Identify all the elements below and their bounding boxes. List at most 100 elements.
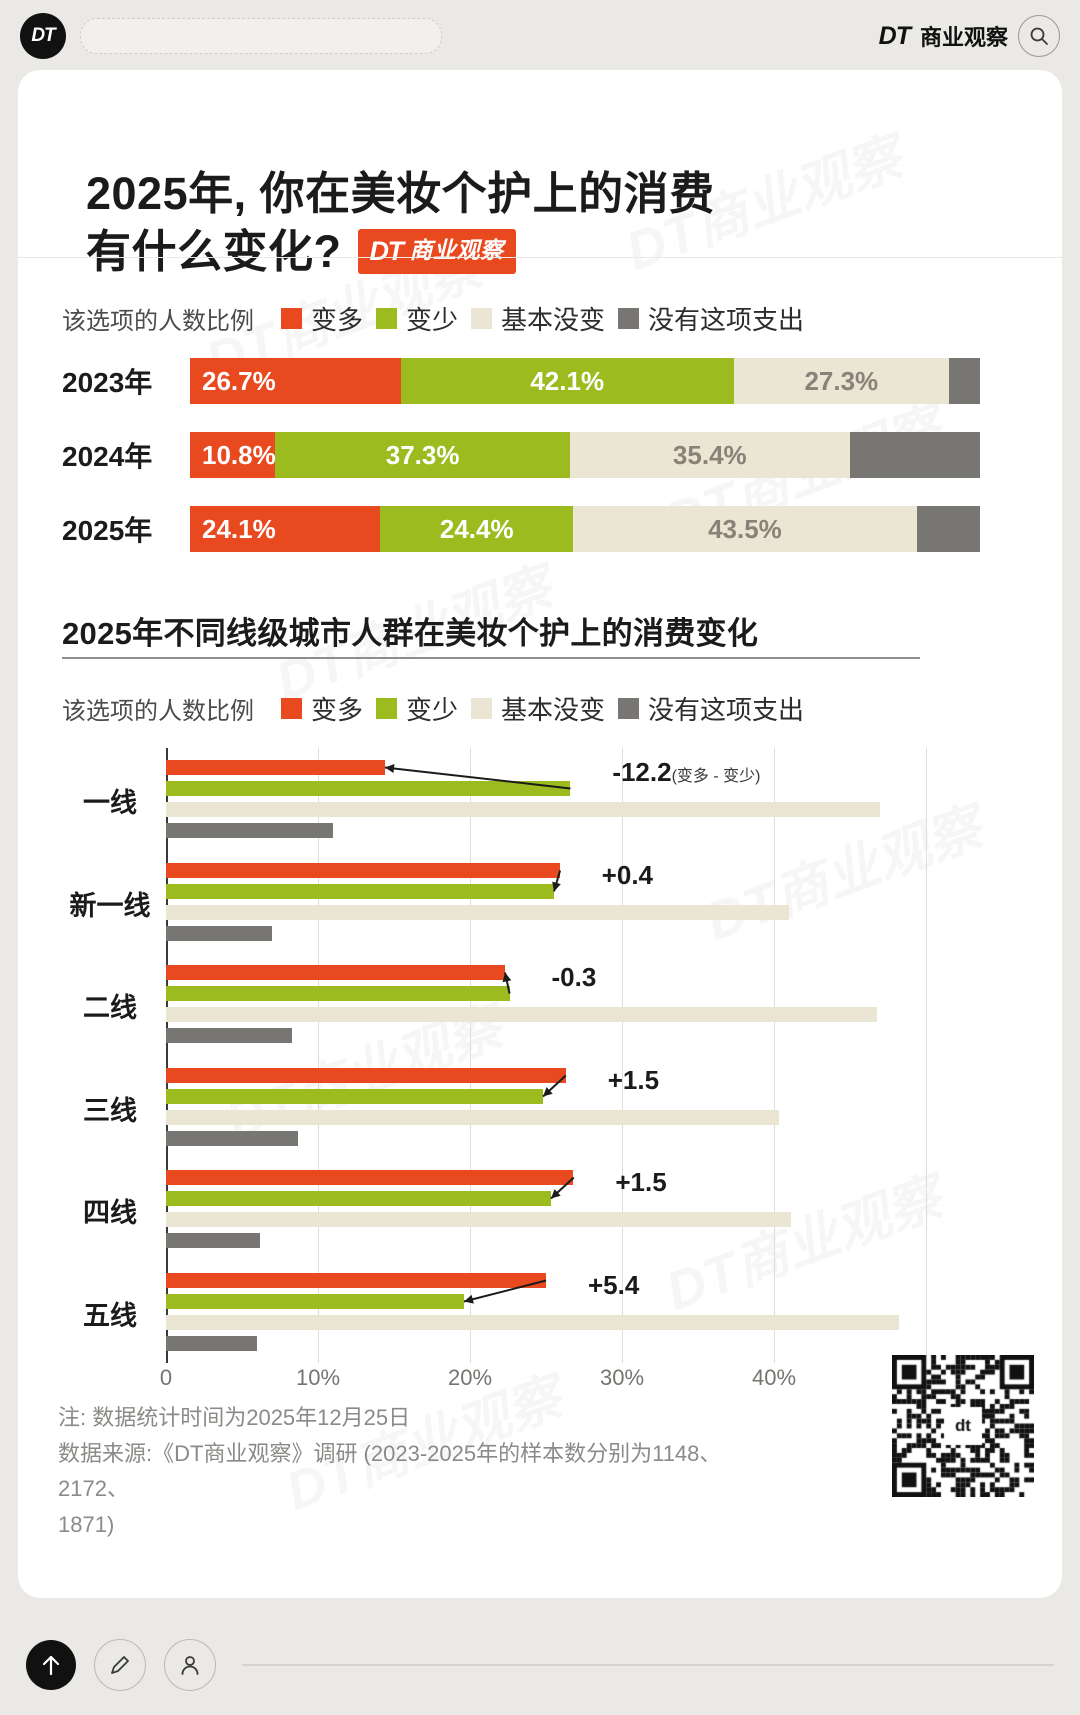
legend-label: 基本没变 [501, 695, 606, 725]
bar-3[interactable] [166, 1130, 299, 1146]
gridline [470, 748, 471, 1363]
x-tick-label: 10% [295, 1365, 341, 1390]
footnote-line-2: 数据来源:《DT商业观察》调研 (2023-2025年的样本数分别为1148、2… [58, 1440, 722, 1502]
bar-3[interactable] [166, 1233, 261, 1249]
legend-item-2[interactable]: 基本没变 [471, 690, 605, 727]
legend-item-2[interactable]: 基本没变 [471, 300, 605, 337]
bar-0[interactable] [166, 1170, 574, 1186]
bottom-progress-line[interactable] [242, 1664, 1054, 1666]
person-icon [181, 1656, 199, 1675]
bar-group [166, 1272, 926, 1351]
bar-2[interactable] [166, 1109, 779, 1125]
stacked-segment-1[interactable]: 37.3% [275, 432, 570, 478]
bar-group [166, 862, 926, 941]
bar-group [166, 1067, 926, 1146]
bar-group [166, 965, 926, 1044]
bar-0[interactable] [166, 1272, 546, 1288]
diff-value: +1.5 [615, 1167, 667, 1198]
app-bar: DT DT 商业观察 [0, 0, 1080, 72]
bar-3[interactable] [166, 1335, 258, 1351]
stacked-segment-0[interactable]: 10.8% [190, 432, 276, 478]
scroll-up-button[interactable] [26, 1640, 76, 1690]
category-label: 四线 [83, 1198, 137, 1229]
x-tick-label: 20% [447, 1365, 493, 1390]
legend-item-1[interactable]: 变少 [376, 300, 458, 337]
stacked-segment-0[interactable]: 24.1% [190, 506, 381, 552]
address-bar[interactable] [80, 18, 442, 54]
bar-3[interactable] [166, 1028, 293, 1044]
legend-label: 没有这项支出 [648, 305, 805, 335]
diff-value: +1.5 [607, 1064, 660, 1095]
category-label: 五线 [83, 1300, 137, 1331]
plot-area: 一线 -12.2(变多 - 变少) 新一线 +0.4 二线 -0.3 三线 +1.5 四线 +1.… [70, 748, 927, 1363]
legend-item-1[interactable]: 变少 [376, 690, 458, 727]
bar-1[interactable] [166, 883, 554, 899]
legend-swatch-icon [376, 308, 398, 329]
legend-title: 该选项的人数比例 [62, 308, 254, 335]
diff-value: -0.3 [551, 962, 597, 993]
category-label: 新一线 [69, 890, 151, 921]
bar-3[interactable] [166, 823, 334, 839]
stacked-segment-2[interactable]: 43.5% [573, 506, 917, 552]
legend-item-3[interactable]: 没有这项支出 [618, 300, 804, 337]
bar-3[interactable] [166, 925, 273, 941]
bar-group [166, 760, 926, 839]
stacked-segment-2[interactable]: 27.3% [733, 358, 950, 404]
bar-1[interactable] [166, 986, 510, 1002]
dt-brand-tag: DT 商业观察 [357, 228, 516, 275]
bar-2[interactable] [166, 1314, 899, 1330]
legend-label: 变少 [406, 695, 459, 725]
category-label: 一线 [83, 788, 137, 819]
legend-swatch-icon [281, 308, 302, 329]
stacked-segment-0[interactable]: 26.7% [190, 358, 401, 404]
legend-item-3[interactable]: 没有这项支出 [618, 690, 804, 727]
edit-button[interactable] [94, 1639, 146, 1691]
stacked-segment-3[interactable] [849, 432, 980, 478]
bar-1[interactable] [166, 1293, 464, 1309]
legend-swatch-icon [618, 698, 640, 719]
bar-2[interactable] [166, 802, 881, 818]
footnote: 注: 数据统计时间为2025年12月25日 数据来源:《DT商业观察》调研 (2… [58, 1400, 758, 1543]
stacked-segment-3[interactable] [916, 506, 980, 552]
diff-value: -12.2 [612, 757, 672, 788]
bar-2[interactable] [166, 1007, 878, 1023]
legend-label: 基本没变 [501, 305, 606, 335]
app-bar-right: DT 商业观察 [879, 15, 1060, 57]
profile-button[interactable] [164, 1639, 216, 1691]
legend-swatch-icon [471, 698, 493, 719]
stacked-segment-1[interactable]: 42.1% [400, 358, 734, 404]
bar-1[interactable] [166, 1191, 551, 1207]
bar-2[interactable] [166, 1212, 791, 1228]
bar-0[interactable] [166, 862, 560, 878]
stacked-bar: 10.8% 37.3% 35.4% [190, 432, 980, 478]
bar-0[interactable] [166, 760, 385, 776]
stacked-segment-2[interactable]: 35.4% [569, 432, 850, 478]
legend-label: 没有这项支出 [648, 695, 805, 725]
brand-cn-text: 商业观察 [919, 25, 1008, 50]
diff-annotation: -0.3 [552, 962, 597, 993]
bar-0[interactable] [166, 1067, 566, 1083]
search-button[interactable] [1018, 15, 1060, 57]
headline-line-2-wrap: 有什么变化? DT 商业观察 [86, 223, 986, 281]
stacked-row-label: 2023年 [62, 367, 153, 398]
legend-chart-1: 该选项的人数比例 变多 变少 基本没变 没有这项支出 [62, 300, 804, 337]
legend-item-0[interactable]: 变多 [281, 300, 363, 337]
stacked-segment-3[interactable] [949, 358, 980, 404]
bar-1[interactable] [166, 1088, 543, 1104]
bar-0[interactable] [166, 965, 505, 981]
bar-2[interactable] [166, 904, 790, 920]
qr-code[interactable] [892, 1355, 1034, 1497]
stacked-segment-1[interactable]: 24.4% [380, 506, 574, 552]
legend-item-0[interactable]: 变多 [281, 690, 363, 727]
diff-value: +5.4 [588, 1269, 640, 1300]
stacked-bar: 24.1% 24.4% 43.5% [190, 506, 980, 552]
dt-logo-badge[interactable]: DT [20, 13, 66, 59]
pencil-icon [111, 1656, 129, 1674]
footnote-line-3: 1871) [58, 1511, 115, 1537]
footnote-line-1: 注: 数据统计时间为2025年12月25日 [58, 1405, 411, 1430]
diff-value: +0.4 [601, 859, 653, 890]
legend-swatch-icon [618, 308, 640, 329]
gridline [622, 748, 623, 1363]
bar-1[interactable] [166, 781, 571, 797]
stacked-bar: 26.7% 42.1% 27.3% [190, 358, 980, 404]
